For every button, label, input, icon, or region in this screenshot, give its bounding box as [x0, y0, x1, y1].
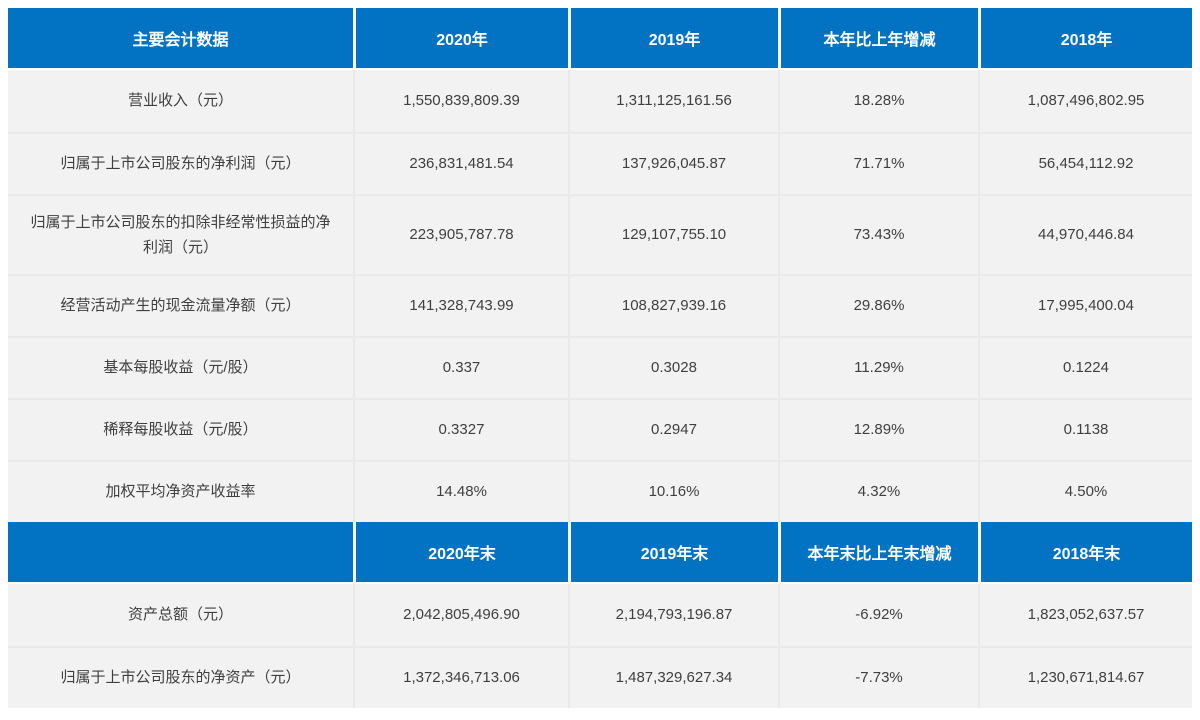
header-2018: 2018年: [978, 8, 1192, 70]
key-accounting-data-table: 主要会计数据 2020年 2019年 本年比上年增减 2018年 营业收入（元）…: [8, 8, 1192, 708]
cell-value: 1,230,671,814.67: [978, 646, 1192, 708]
row-label: 基本每股收益（元/股）: [8, 336, 353, 398]
row-label: 资产总额（元）: [8, 584, 353, 646]
row-label: 加权平均净资产收益率: [8, 460, 353, 522]
table-row-operating-cash-flow: 经营活动产生的现金流量净额（元） 141,328,743.99 108,827,…: [8, 274, 1192, 336]
cell-value: 0.337: [353, 336, 568, 398]
cell-value: 223,905,787.78: [353, 194, 568, 274]
cell-value: 141,328,743.99: [353, 274, 568, 336]
cell-value: 0.1138: [978, 398, 1192, 460]
cell-value: 2,194,793,196.87: [568, 584, 778, 646]
header-yearend-change: 本年末比上年末增减: [778, 522, 978, 584]
cell-value: 108,827,939.16: [568, 274, 778, 336]
cell-value: 0.2947: [568, 398, 778, 460]
header-2020-end: 2020年末: [353, 522, 568, 584]
row-label: 经营活动产生的现金流量净额（元）: [8, 274, 353, 336]
cell-value: 1,372,346,713.06: [353, 646, 568, 708]
header-2018-end: 2018年末: [978, 522, 1192, 584]
table-row-basic-eps: 基本每股收益（元/股） 0.337 0.3028 11.29% 0.1224: [8, 336, 1192, 398]
table-row-total-assets: 资产总额（元） 2,042,805,496.90 2,194,793,196.8…: [8, 584, 1192, 646]
cell-value: 236,831,481.54: [353, 132, 568, 194]
cell-value: 129,107,755.10: [568, 194, 778, 274]
table-row-weighted-avg-roe: 加权平均净资产收益率 14.48% 10.16% 4.32% 4.50%: [8, 460, 1192, 522]
cell-value: 11.29%: [778, 336, 978, 398]
cell-value: 4.32%: [778, 460, 978, 522]
cell-value: 137,926,045.87: [568, 132, 778, 194]
cell-value: 71.71%: [778, 132, 978, 194]
table-row-net-profit-excl-nonrecurring: 归属于上市公司股东的扣除非经常性损益的净利润（元） 223,905,787.78…: [8, 194, 1192, 274]
cell-value: 1,311,125,161.56: [568, 70, 778, 132]
row-label: 归属于上市公司股东的扣除非经常性损益的净利润（元）: [8, 194, 353, 274]
table-row-net-profit: 归属于上市公司股东的净利润（元） 236,831,481.54 137,926,…: [8, 132, 1192, 194]
header-main-label: 主要会计数据: [8, 8, 353, 70]
table-row-net-assets: 归属于上市公司股东的净资产（元） 1,372,346,713.06 1,487,…: [8, 646, 1192, 708]
cell-value: 2,042,805,496.90: [353, 584, 568, 646]
cell-value: 56,454,112.92: [978, 132, 1192, 194]
row-label: 归属于上市公司股东的净利润（元）: [8, 132, 353, 194]
cell-value: 1,487,329,627.34: [568, 646, 778, 708]
row-label: 营业收入（元）: [8, 70, 353, 132]
cell-value: 0.3028: [568, 336, 778, 398]
cell-value: 18.28%: [778, 70, 978, 132]
header-yoy-change: 本年比上年增减: [778, 8, 978, 70]
cell-value: 14.48%: [353, 460, 568, 522]
cell-value: 44,970,446.84: [978, 194, 1192, 274]
cell-value: 4.50%: [978, 460, 1192, 522]
header-2019: 2019年: [568, 8, 778, 70]
cell-value: -6.92%: [778, 584, 978, 646]
cell-value: -7.73%: [778, 646, 978, 708]
row-label: 归属于上市公司股东的净资产（元）: [8, 646, 353, 708]
cell-value: 1,823,052,637.57: [978, 584, 1192, 646]
row-label: 稀释每股收益（元/股）: [8, 398, 353, 460]
year-end-header-row: 2020年末 2019年末 本年末比上年末增减 2018年末: [8, 522, 1192, 584]
cell-value: 0.3327: [353, 398, 568, 460]
header-blank: [8, 522, 353, 584]
header-2019-end: 2019年末: [568, 522, 778, 584]
table-row-diluted-eps: 稀释每股收益（元/股） 0.3327 0.2947 12.89% 0.1138: [8, 398, 1192, 460]
cell-value: 0.1224: [978, 336, 1192, 398]
header-2020: 2020年: [353, 8, 568, 70]
cell-value: 10.16%: [568, 460, 778, 522]
table-row-operating-revenue: 营业收入（元） 1,550,839,809.39 1,311,125,161.5…: [8, 70, 1192, 132]
cell-value: 29.86%: [778, 274, 978, 336]
cell-value: 1,550,839,809.39: [353, 70, 568, 132]
cell-value: 73.43%: [778, 194, 978, 274]
cell-value: 1,087,496,802.95: [978, 70, 1192, 132]
annual-header-row: 主要会计数据 2020年 2019年 本年比上年增减 2018年: [8, 8, 1192, 70]
cell-value: 12.89%: [778, 398, 978, 460]
cell-value: 17,995,400.04: [978, 274, 1192, 336]
